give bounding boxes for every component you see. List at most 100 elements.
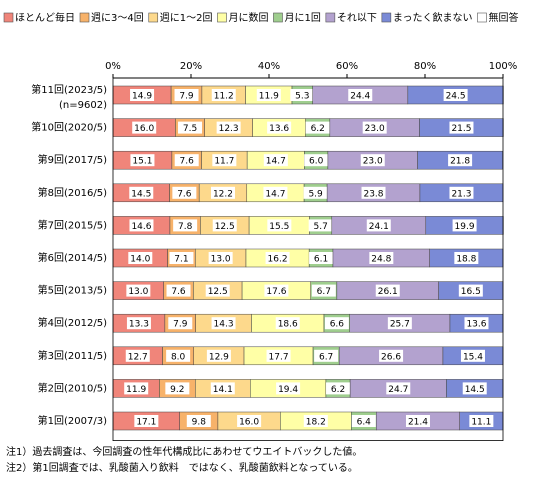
label-bg — [469, 415, 494, 427]
y-tick-label: 第7回(2015/5) — [38, 218, 107, 231]
label-bg — [303, 415, 328, 427]
value-label: 7.6 — [180, 157, 195, 167]
label-bg — [174, 89, 199, 101]
value-label: 23.0 — [363, 157, 383, 167]
legend-label: 週に3～4回 — [91, 12, 144, 24]
label-bg — [186, 415, 211, 427]
label-bg — [129, 186, 154, 199]
value-label: 14.9 — [132, 92, 152, 102]
label-bg — [165, 382, 190, 395]
value-label: 11.2 — [214, 92, 234, 102]
label-bg — [264, 284, 289, 297]
value-label: 6.2 — [331, 385, 345, 395]
label-bg — [326, 382, 351, 395]
value-label: 11.9 — [259, 92, 279, 102]
plot-frame — [112, 77, 504, 442]
value-label: 12.7 — [128, 352, 148, 362]
value-label: 6.4 — [357, 418, 372, 428]
label-bg — [449, 186, 474, 199]
legend-label: 無回答 — [488, 11, 518, 24]
value-label: 21.5 — [451, 124, 471, 134]
value-label: 24.7 — [388, 385, 408, 395]
x-tick-label: 80% — [414, 61, 436, 72]
x-tick-label: 60% — [336, 61, 358, 72]
y-tick-label: 第10回(2020/5) — [31, 121, 107, 134]
legend-swatch — [148, 12, 159, 23]
value-label: 26.1 — [378, 287, 398, 297]
value-label: 16.0 — [134, 124, 154, 134]
value-label: 5.9 — [308, 189, 323, 199]
label-bg — [168, 317, 193, 330]
label-bg — [309, 252, 334, 264]
value-label: 12.2 — [213, 189, 233, 199]
label-bg — [324, 317, 349, 330]
label-bg — [205, 284, 230, 297]
value-label: 5.3 — [295, 92, 309, 102]
value-label: 23.0 — [365, 124, 385, 134]
label-bg — [290, 89, 315, 101]
label-bg — [405, 415, 430, 427]
label-bg — [314, 349, 339, 362]
label-bg — [454, 252, 479, 264]
value-label: 17.1 — [136, 418, 156, 428]
label-bg — [303, 186, 328, 199]
value-label: 14.7 — [266, 157, 286, 167]
value-label: 24.5 — [446, 92, 466, 102]
x-tick-label: 40% — [258, 61, 280, 72]
value-label: 14.3 — [214, 320, 234, 330]
value-label: 14.5 — [465, 385, 485, 395]
value-label: 6.7 — [317, 287, 331, 297]
value-label: 21.8 — [450, 157, 470, 167]
label-bg — [216, 121, 241, 134]
value-label: 17.6 — [266, 287, 286, 297]
value-label: 7.1 — [174, 255, 188, 265]
label-bg — [362, 121, 387, 134]
value-label: 5.7 — [314, 222, 328, 232]
legend-label: それ以下 — [337, 12, 377, 24]
label-bg — [464, 317, 489, 330]
legend-swatch — [217, 12, 227, 23]
label-bg — [267, 219, 292, 232]
value-label: 12.5 — [208, 287, 228, 297]
value-label: 14.7 — [265, 189, 285, 199]
label-bg — [308, 219, 333, 232]
value-label: 14.5 — [131, 189, 151, 199]
value-label: 21.3 — [451, 189, 471, 199]
legend-label: ほとんど毎日 — [15, 11, 75, 24]
label-bg — [166, 284, 191, 297]
label-bg — [130, 89, 155, 101]
label-bg — [386, 382, 411, 395]
value-label: 19.4 — [278, 385, 298, 395]
value-label: 13.0 — [128, 287, 148, 297]
value-label: 14.0 — [130, 255, 150, 265]
value-label: 18.6 — [278, 320, 298, 330]
label-bg — [172, 186, 197, 199]
label-bg — [256, 89, 281, 101]
label-bg — [443, 89, 468, 101]
label-bg — [448, 154, 473, 167]
value-label: 7.6 — [171, 287, 186, 297]
value-label: 23.8 — [363, 189, 383, 199]
legend-label: 週に1～2回 — [160, 12, 213, 24]
y-tick-label: 第3回(2011/5) — [38, 349, 107, 362]
label-bg — [125, 349, 150, 362]
value-label: 24.8 — [371, 255, 391, 265]
value-label: 24.1 — [369, 222, 389, 232]
value-label: 8.0 — [171, 352, 186, 362]
label-bg — [211, 317, 236, 330]
label-bg — [208, 252, 233, 264]
label-bg — [169, 252, 194, 264]
label-bg — [178, 121, 203, 134]
y-tick-label: 第11回(2023/5) — [31, 83, 107, 96]
value-label: 13.3 — [129, 320, 149, 330]
value-label: 7.9 — [179, 92, 194, 102]
value-label: 21.4 — [408, 418, 428, 428]
label-bg — [212, 219, 237, 232]
label-bg — [173, 219, 198, 232]
label-bg — [375, 284, 400, 297]
label-bg — [452, 219, 477, 232]
label-bg — [126, 284, 151, 297]
x-tick-label: 0% — [105, 61, 121, 72]
y-tick-label: 第6回(2014/5) — [38, 251, 107, 264]
label-bg — [351, 415, 376, 427]
